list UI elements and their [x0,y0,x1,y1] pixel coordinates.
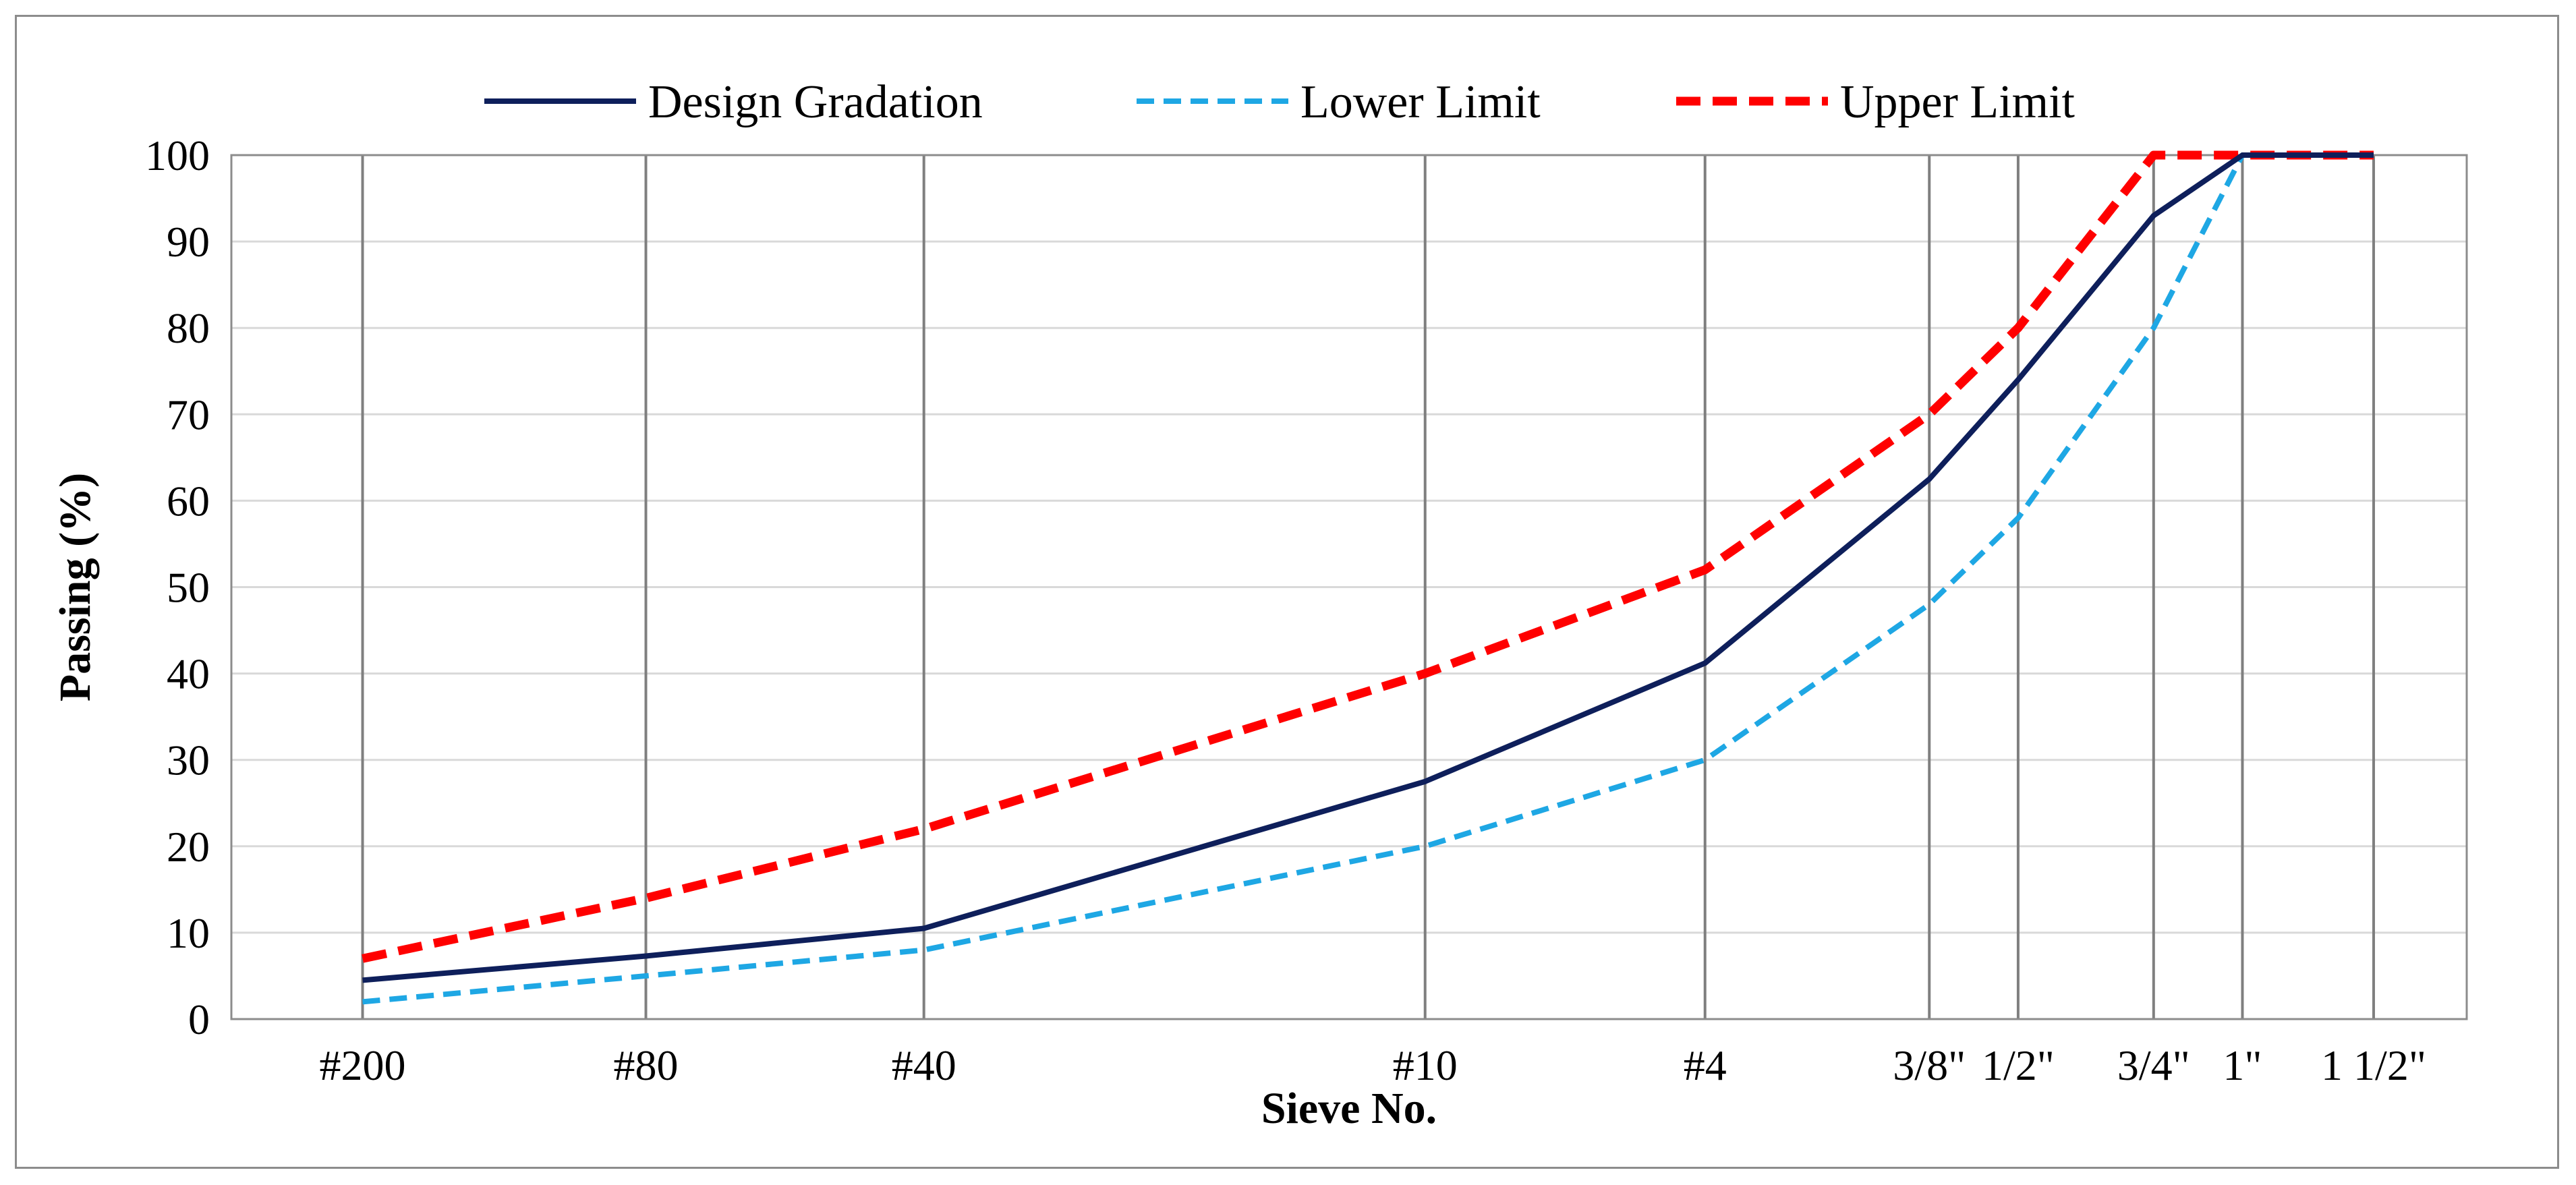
y-tick-label: 20 [167,823,210,871]
x-tick-label: #80 [614,1041,679,1089]
y-tick-label: 90 [167,218,210,266]
y-tick-label: 10 [167,909,210,957]
series-layer [362,150,2374,1005]
plot-area-border [230,154,2468,1020]
y-tick-label: 60 [167,477,210,525]
y-tick-label: 40 [167,650,210,698]
y-tick-label: 70 [167,391,210,438]
grid-layer [231,154,2467,1020]
x-tick-label: 3/8" [1893,1041,1966,1089]
y-tick-label: 30 [167,736,210,784]
y-axis-title: Passing (%) [51,473,100,701]
series-line-design-gradation [362,152,2374,983]
x-tick-label: #40 [892,1041,956,1089]
x-tick-label: 1/2" [1982,1041,2055,1089]
x-tick-label: #10 [1393,1041,1458,1089]
y-tick-label: 50 [167,564,210,612]
sieve-lines-layer [361,155,2375,1019]
legend-label: Lower Limit [1300,76,1541,128]
gradation-chart: 0 10 20 30 40 50 60 70 80 90 100 #200 #80 #40 #10 #4 3/… [51,76,2468,1133]
y-tick-label: 100 [145,132,210,179]
x-tick-label: #4 [1684,1041,1727,1089]
x-axis-title: Sieve No. [1261,1084,1437,1133]
y-tick-labels: 0 10 20 30 40 50 60 70 80 90 100 [145,132,210,1043]
legend-label: Design Gradation [648,76,983,128]
legend: Design Gradation Lower Limit Upper Limit [484,76,2076,128]
chart-frame: 0 10 20 30 40 50 60 70 80 90 100 #200 #80 #40 #10 #4 3/… [15,15,2559,1169]
legend-label: Upper Limit [1840,76,2076,128]
x-tick-label: 1 1/2" [2321,1041,2426,1089]
x-tick-label: #200 [320,1041,406,1089]
x-tick-label: 3/4" [2117,1041,2190,1089]
y-tick-label: 0 [188,995,210,1043]
series-line-upper-limit [362,150,2374,963]
x-tick-label: 1" [2223,1041,2262,1089]
y-tick-label: 80 [167,304,210,352]
x-tick-labels: #200 #80 #40 #10 #4 3/8" 1/2" 3/4" 1" 1 1/2" [320,1041,2426,1089]
series-line-lower-limit [362,152,2374,1005]
